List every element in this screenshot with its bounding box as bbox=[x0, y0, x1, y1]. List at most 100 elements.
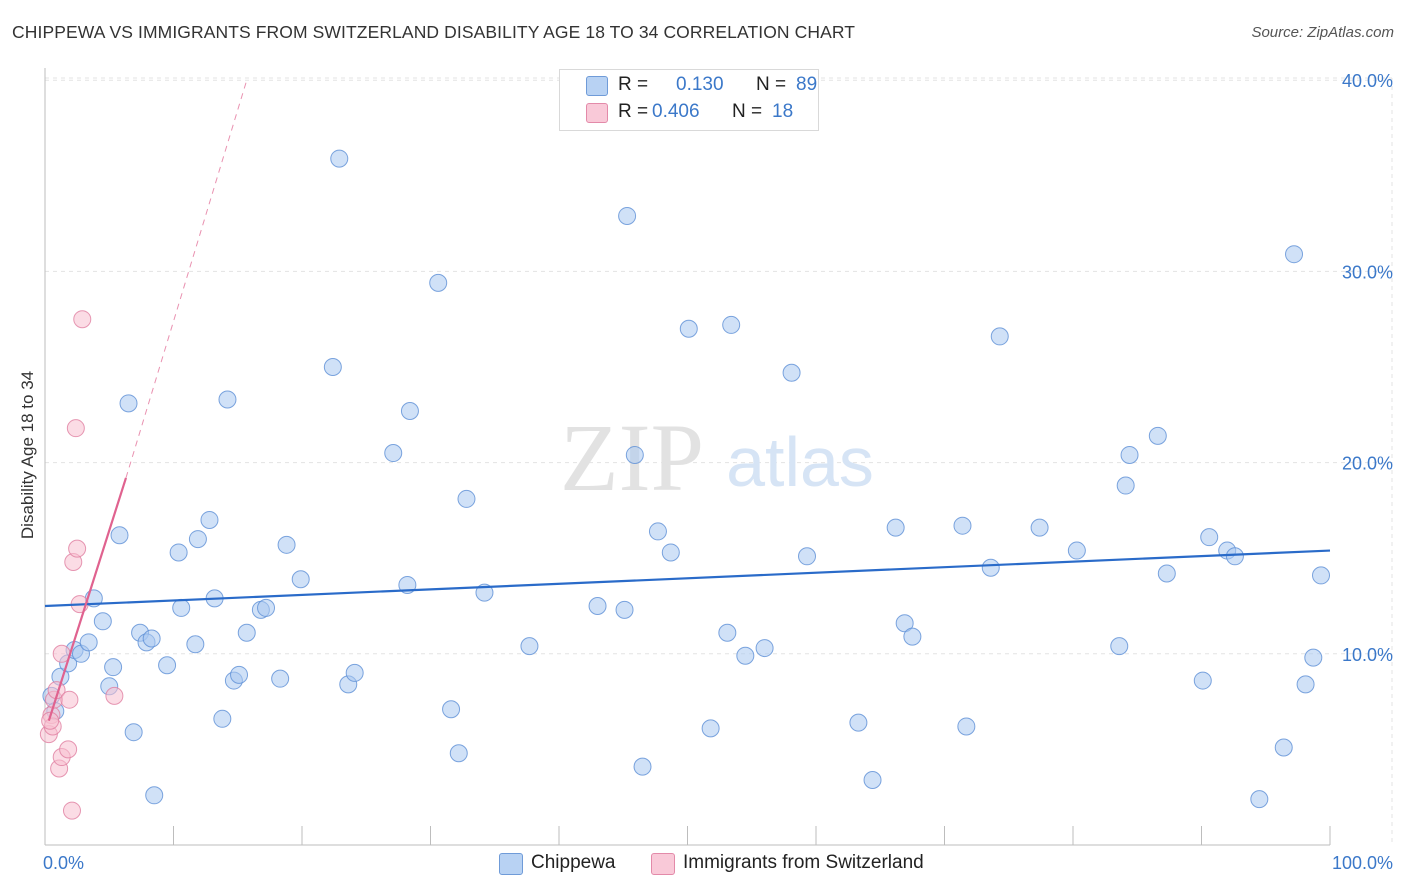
trend-lines bbox=[44, 80, 1331, 722]
chippewa-point bbox=[186, 635, 205, 654]
chippewa-point bbox=[520, 637, 539, 656]
chippewa-point bbox=[615, 600, 634, 619]
y-tick-labels: 10.0% 20.0% 30.0% 40.0% bbox=[1342, 71, 1393, 665]
chippewa-point bbox=[588, 597, 607, 615]
chippewa-point bbox=[1296, 675, 1315, 694]
legend-n-value: 89 bbox=[796, 74, 818, 95]
chippewa-point bbox=[400, 401, 419, 420]
chippewa-point bbox=[903, 627, 922, 646]
chippewa-point bbox=[661, 543, 680, 562]
chippewa-point bbox=[449, 744, 468, 763]
chippewa-point bbox=[863, 770, 882, 789]
chippewa-point bbox=[625, 445, 644, 464]
chippewa-point bbox=[895, 614, 914, 633]
y-tick-label: 10.0% bbox=[1342, 645, 1393, 665]
bottom-legend-swatch-swiss bbox=[651, 853, 675, 875]
chippewa-point bbox=[1116, 476, 1135, 495]
y-tick-label: 20.0% bbox=[1342, 454, 1393, 474]
swiss-point bbox=[62, 801, 81, 820]
chippewa-point bbox=[1157, 564, 1176, 583]
legend-swatch-chippewa bbox=[586, 76, 608, 96]
chippewa-point bbox=[277, 535, 296, 554]
bottom-legend-swatch-chippewa bbox=[499, 853, 523, 875]
chippewa-point bbox=[169, 543, 188, 562]
watermark: ZIP atlas bbox=[560, 404, 874, 511]
chippewa-point bbox=[429, 273, 448, 292]
swiss-points bbox=[39, 310, 124, 820]
chippewa-point bbox=[200, 510, 219, 529]
chippewa-point bbox=[93, 612, 112, 631]
chippewa-point bbox=[237, 623, 256, 642]
chippewa-point bbox=[755, 639, 774, 658]
chippewa-point bbox=[291, 570, 310, 589]
chippewa-point bbox=[1312, 566, 1331, 585]
chippewa-point bbox=[158, 656, 177, 675]
chippewa-point bbox=[701, 719, 720, 738]
source-label: Source: ZipAtlas.com bbox=[1251, 24, 1394, 41]
chippewa-point bbox=[1120, 445, 1139, 464]
chippewa-point bbox=[1225, 547, 1244, 566]
chippewa-point bbox=[981, 558, 1000, 577]
chippewa-point bbox=[475, 583, 494, 602]
legend-swatch-swiss bbox=[586, 103, 608, 123]
chippewa-point bbox=[142, 629, 161, 648]
x-tick-label: 0.0% bbox=[43, 853, 84, 873]
chippewa-point bbox=[79, 633, 98, 652]
chippewa-point bbox=[618, 206, 637, 225]
chippewa-trend-line bbox=[44, 549, 1331, 608]
chippewa-point bbox=[1193, 671, 1212, 690]
chippewa-point bbox=[1285, 245, 1304, 264]
chippewa-point bbox=[1200, 528, 1219, 547]
swiss-point bbox=[105, 686, 124, 705]
legend-n-label: N = bbox=[732, 101, 763, 122]
chippewa-point bbox=[679, 319, 698, 338]
legend-r-value: 0.130 bbox=[676, 74, 724, 95]
chippewa-point bbox=[119, 394, 138, 413]
bottom-legend-label-chippewa: Chippewa bbox=[531, 852, 616, 873]
chippewa-point bbox=[1274, 738, 1293, 757]
chippewa-point bbox=[345, 663, 364, 682]
y-tick-label: 40.0% bbox=[1342, 71, 1393, 91]
swiss-point bbox=[68, 539, 87, 558]
swiss-point bbox=[60, 690, 79, 709]
chippewa-point bbox=[271, 669, 290, 688]
chippewa-point bbox=[953, 516, 972, 535]
bottom-legend-label-swiss: Immigrants from Switzerland bbox=[683, 852, 924, 873]
swiss-point bbox=[73, 310, 92, 329]
swiss-point bbox=[66, 419, 85, 438]
chippewa-point bbox=[990, 327, 1009, 346]
chippewa-point bbox=[257, 598, 276, 617]
chippewa-point bbox=[648, 522, 667, 541]
chippewa-point bbox=[330, 149, 349, 168]
swiss-point bbox=[41, 711, 60, 730]
chippewa-point bbox=[1030, 518, 1049, 537]
chippewa-point bbox=[110, 526, 129, 545]
legend-n-label: N = bbox=[756, 74, 787, 95]
swiss-trend-line bbox=[47, 477, 128, 722]
chippewa-point bbox=[849, 713, 868, 732]
chippewa-point bbox=[718, 623, 737, 642]
chippewa-point bbox=[1304, 648, 1323, 667]
chippewa-point bbox=[886, 518, 905, 537]
x-tick-label: 100.0% bbox=[1332, 853, 1393, 873]
chippewa-point bbox=[213, 709, 232, 728]
chippewa-point bbox=[722, 315, 741, 334]
y-axis-title: Disability Age 18 to 34 bbox=[18, 371, 37, 539]
chippewa-point bbox=[188, 530, 207, 549]
chippewa-point bbox=[1067, 541, 1086, 560]
legend-r-value: 0.406 bbox=[652, 101, 700, 122]
chippewa-point bbox=[1110, 637, 1129, 656]
x-tick-labels: 0.0% 100.0% bbox=[43, 853, 1393, 873]
legend-r-label: R = bbox=[618, 74, 649, 95]
chippewa-point bbox=[442, 700, 461, 719]
chippewa-point bbox=[145, 786, 164, 805]
correlation-legend: R = 0.130 N = 89 R = 0.406 N = 18 bbox=[559, 69, 819, 131]
chippewa-point bbox=[218, 390, 237, 409]
chippewa-point bbox=[124, 723, 143, 742]
chippewa-point bbox=[736, 646, 755, 665]
chippewa-point bbox=[323, 358, 342, 376]
chippewa-point bbox=[457, 489, 476, 508]
chippewa-point bbox=[1250, 790, 1269, 809]
legend-n-value: 18 bbox=[772, 101, 794, 122]
